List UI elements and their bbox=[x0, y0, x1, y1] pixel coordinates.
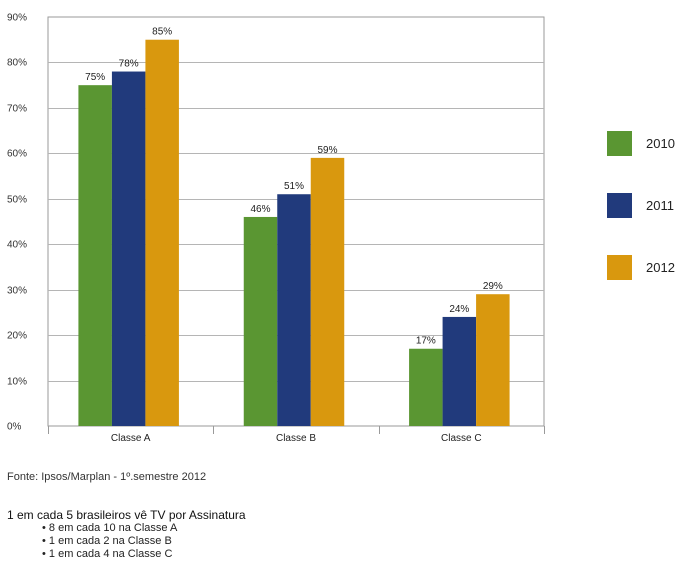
bar-value-label: 75% bbox=[85, 72, 105, 83]
y-tick-label: 30% bbox=[7, 286, 27, 297]
bar bbox=[277, 194, 311, 426]
bar-value-labels: 75% 78% 85% 46% 51% 59% 17% 24% 29% bbox=[85, 27, 503, 347]
bars bbox=[78, 39, 510, 427]
source-note: Fonte: Ipsos/Marplan - 1º.semestre 2012 bbox=[7, 471, 207, 483]
bar bbox=[78, 85, 112, 427]
bar-value-label: 24% bbox=[449, 304, 469, 315]
y-axis-ticks: 0% 10% 20% 30% 40% 50% 60% 70% 80% 90% bbox=[7, 13, 27, 433]
y-tick-label: 90% bbox=[7, 13, 27, 24]
legend-swatch bbox=[607, 131, 632, 156]
bullet-item: • 1 em cada 4 na Classe C bbox=[42, 548, 173, 560]
bar bbox=[476, 294, 510, 426]
legend-swatch bbox=[607, 193, 632, 218]
legend-label: 2012 bbox=[646, 260, 675, 275]
bullet-item: • 8 em cada 10 na Classe A bbox=[42, 522, 178, 534]
bar-value-label: 85% bbox=[152, 27, 172, 38]
x-tick-label: Classe C bbox=[441, 433, 482, 444]
bar bbox=[243, 216, 278, 426]
x-tick-label: Classe A bbox=[111, 433, 151, 444]
bullet-item: • 1 em cada 2 na Classe B bbox=[42, 535, 172, 547]
y-tick-label: 40% bbox=[7, 240, 27, 251]
bar-chart: 0% 10% 20% 30% 40% 50% 60% 70% 80% 90% 75% 78% 85% 4… bbox=[7, 13, 675, 445]
legend: 2010 2011 2012 bbox=[607, 131, 675, 280]
x-axis: Classe A Classe B Classe C bbox=[48, 426, 545, 444]
y-tick-label: 60% bbox=[7, 149, 27, 160]
bar-value-label: 17% bbox=[416, 336, 436, 347]
headline: 1 em cada 5 brasileiros vê TV por Assina… bbox=[7, 508, 246, 522]
bar-value-label: 78% bbox=[119, 59, 139, 70]
bar-value-label: 29% bbox=[483, 281, 503, 292]
bar bbox=[409, 348, 443, 426]
y-tick-label: 20% bbox=[7, 331, 27, 342]
bar bbox=[145, 39, 179, 426]
bar-value-label: 51% bbox=[284, 181, 304, 192]
y-tick-label: 0% bbox=[7, 422, 22, 433]
y-tick-label: 80% bbox=[7, 58, 27, 69]
y-tick-label: 70% bbox=[7, 104, 27, 115]
legend-label: 2010 bbox=[646, 136, 675, 151]
x-tick-label: Classe B bbox=[276, 433, 316, 444]
bar-value-label: 59% bbox=[317, 145, 337, 156]
bar bbox=[111, 71, 146, 427]
bar-value-label: 46% bbox=[250, 204, 270, 215]
legend-label: 2011 bbox=[646, 198, 674, 213]
legend-swatch bbox=[607, 255, 632, 280]
bar bbox=[442, 316, 477, 426]
y-tick-label: 10% bbox=[7, 377, 27, 388]
bullet-list: • 8 em cada 10 na Classe A • 1 em cada 2… bbox=[42, 522, 177, 561]
bar bbox=[310, 157, 345, 426]
y-tick-label: 50% bbox=[7, 195, 27, 206]
